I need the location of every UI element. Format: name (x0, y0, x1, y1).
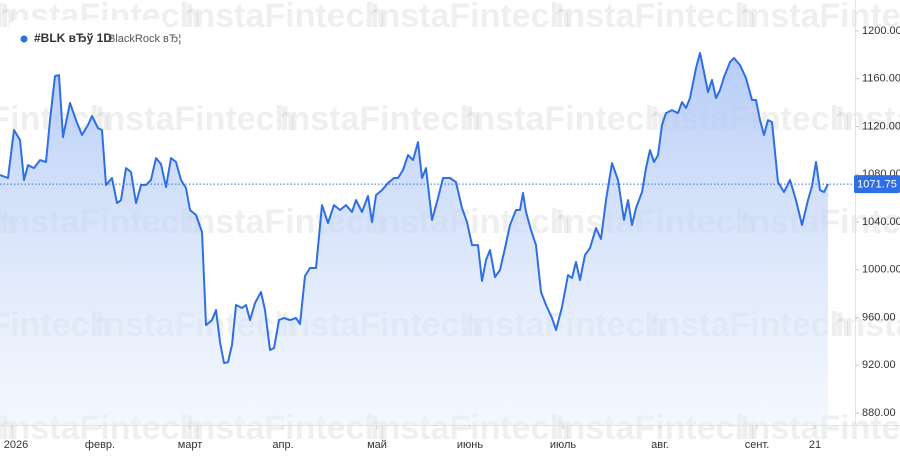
watermark: InstaFintech (835, 100, 900, 138)
y-tick-label: 960.00 (862, 311, 896, 323)
y-tick-label: 880.00 (862, 407, 896, 419)
y-tick-label: 920.00 (862, 359, 896, 371)
watermark: InstaFintech (740, 0, 900, 35)
x-tick-label: июнь (457, 439, 483, 451)
y-tick-label: 1200.00 (862, 25, 900, 37)
watermark: InstaFintech (185, 0, 385, 35)
x-tick-label: сент. (745, 439, 770, 451)
watermark: InstaFintech (555, 0, 755, 35)
x-tick-label: апр. (272, 439, 293, 451)
x-tick-label: февр. (85, 439, 115, 451)
watermark: InstaFintech (835, 306, 900, 344)
legend-symbol: #BLK вЂў 1D (34, 31, 112, 45)
x-tick-label: 21 (809, 439, 821, 451)
legend-box (10, 20, 165, 58)
watermark: InstaFintech (95, 100, 295, 138)
x-tick-label: март (178, 439, 203, 451)
current-value-box (854, 175, 900, 194)
y-tick-label: 1120.00 (862, 120, 900, 132)
watermark: InstaFintech (370, 0, 570, 35)
watermark: InstaFintech (465, 100, 665, 138)
current-value-label: 1071.75 (857, 179, 897, 191)
legend-name: BlackRock вЂ¦ (108, 33, 181, 45)
area (0, 53, 828, 425)
x-tick-label: 2026 (4, 439, 28, 451)
x-tick-label: авг. (651, 439, 669, 451)
y-tick-label: 1040.00 (862, 216, 900, 228)
legend-dot (20, 35, 28, 43)
y-tick-label: 1000.00 (862, 264, 900, 276)
watermark: InstaFintech (280, 100, 480, 138)
line (0, 52, 829, 364)
y-tick-label: 1160.00 (862, 73, 900, 85)
legend: #BLK вЂў 1D BlackRock вЂ¦ (10, 20, 181, 58)
x-tick-label: май (367, 439, 387, 451)
x-tick-label: июль (550, 439, 577, 451)
